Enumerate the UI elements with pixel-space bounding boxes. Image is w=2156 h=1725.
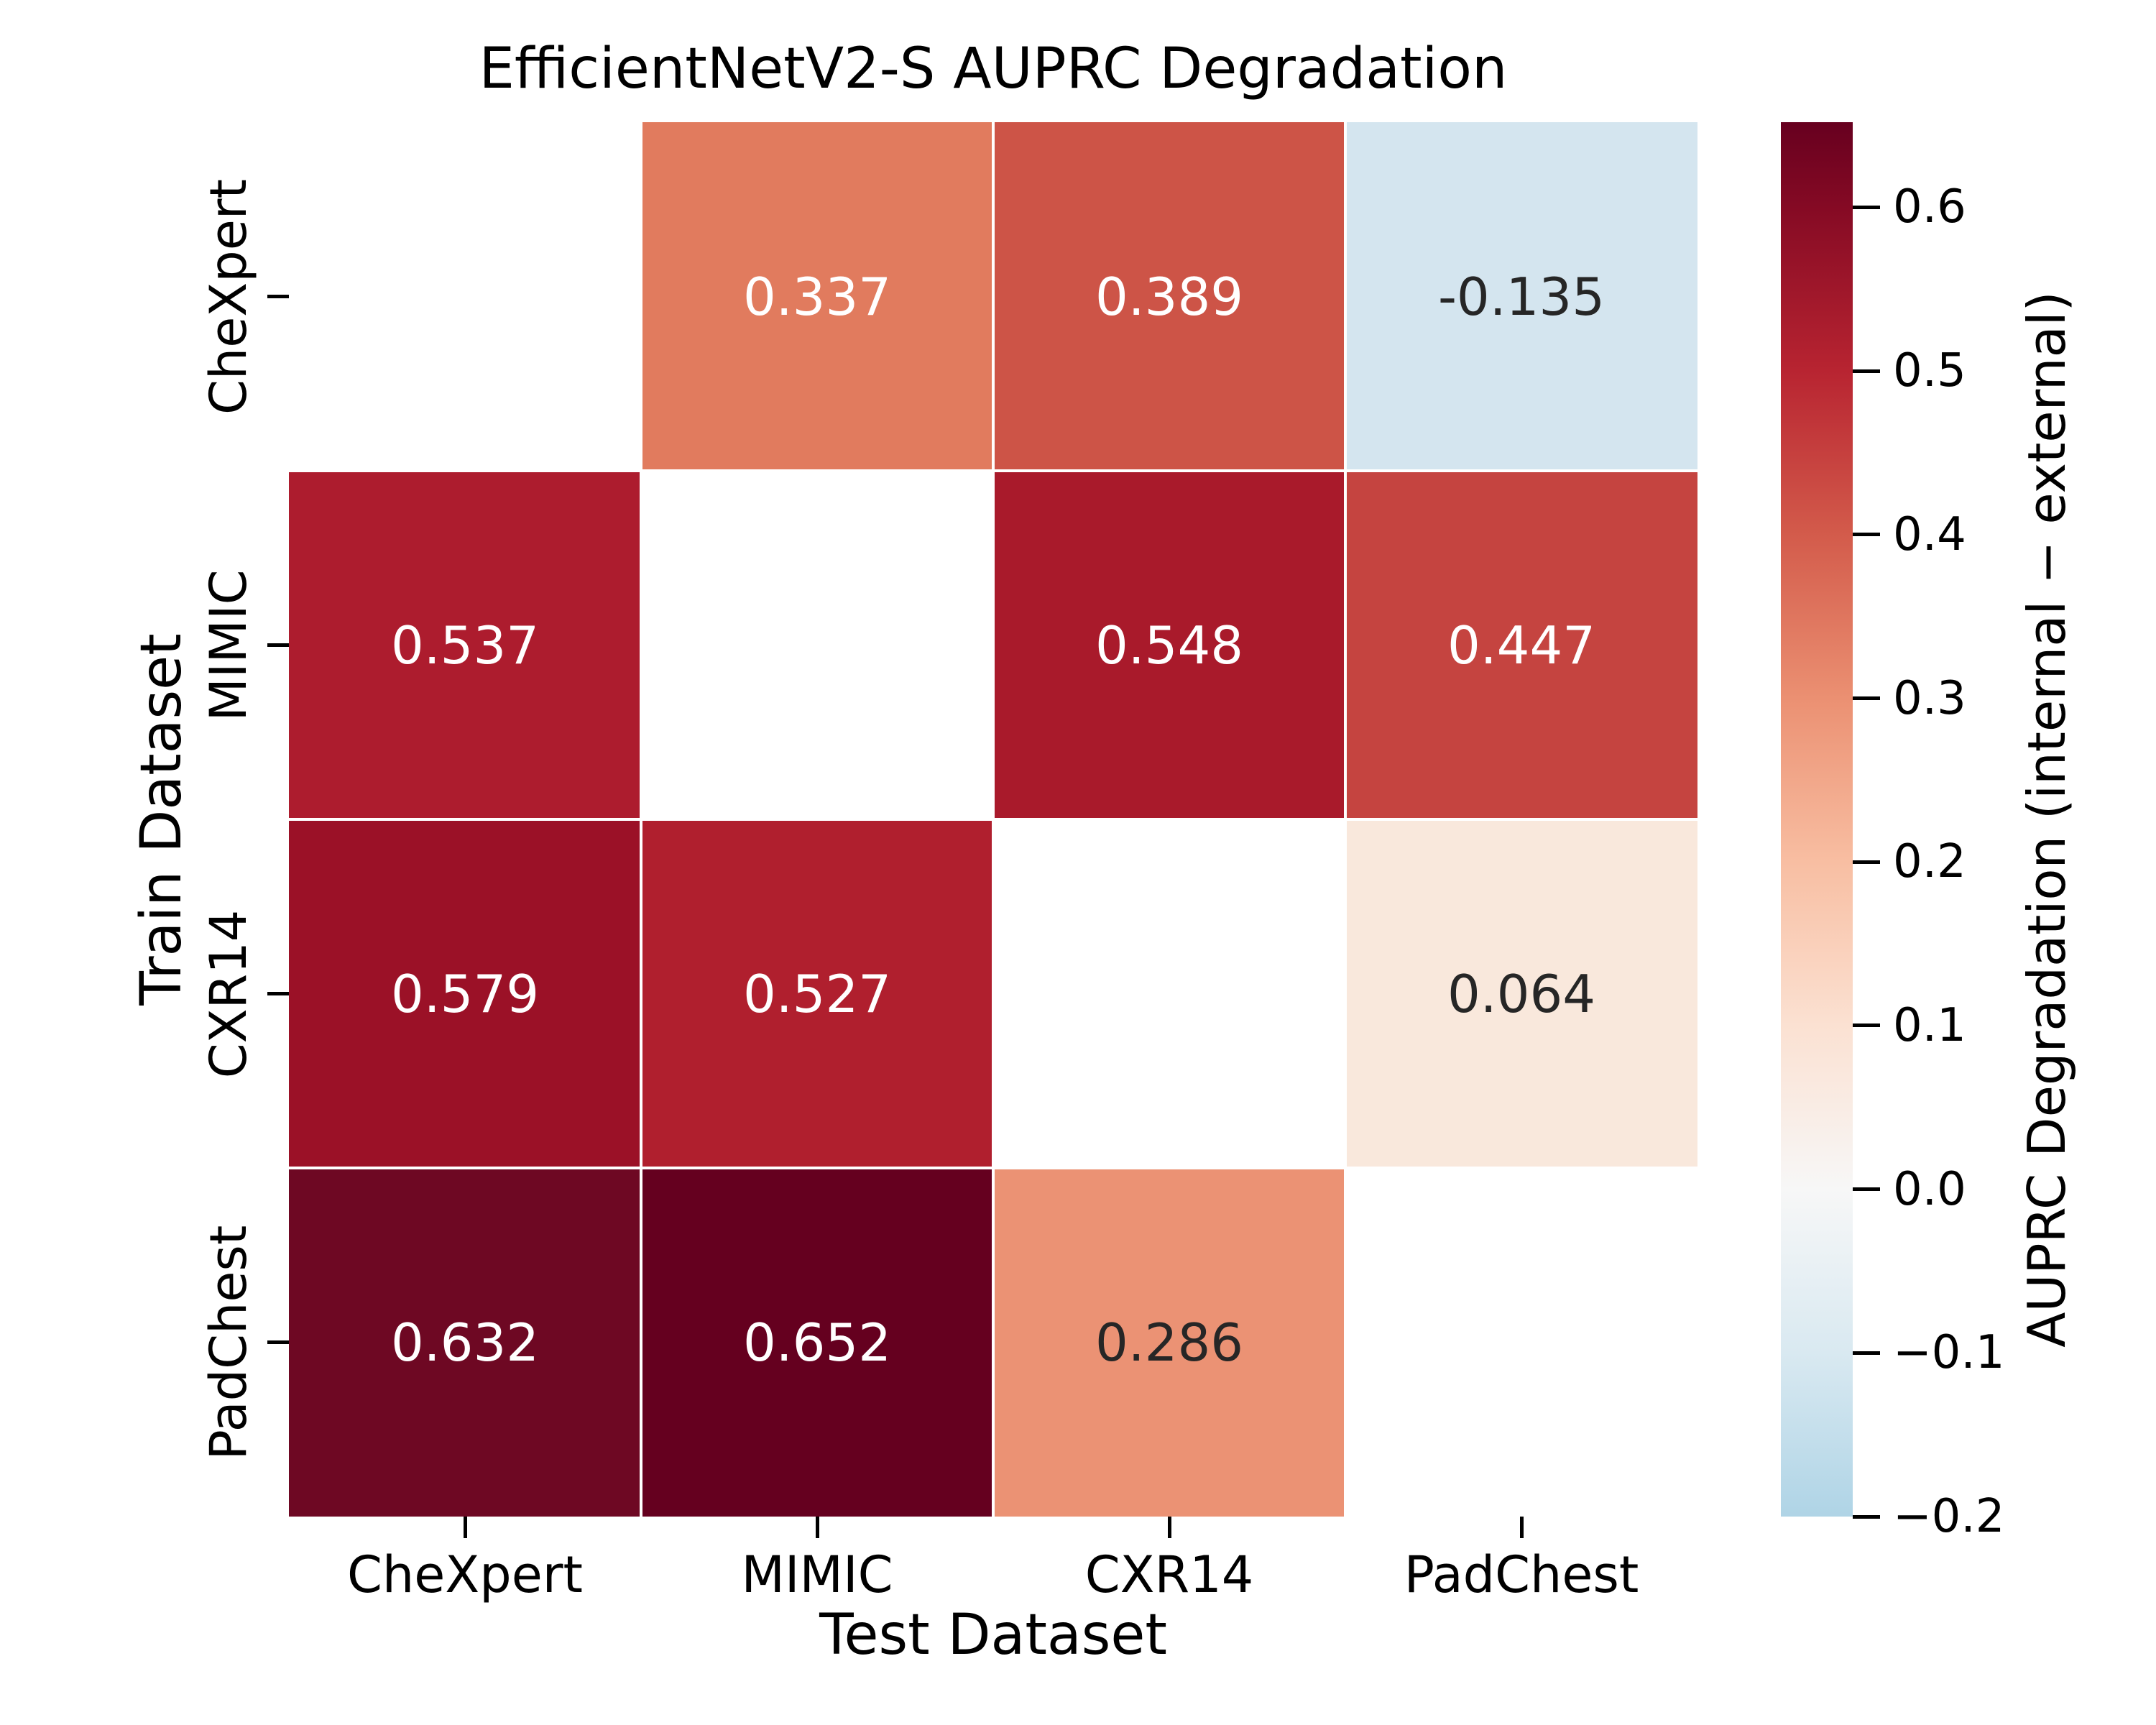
heatmap-cell-CheXpert-CXR14: 0.389: [993, 122, 1345, 471]
cell-value: 0.389: [1095, 266, 1244, 327]
x-tick-mark: [815, 1517, 819, 1538]
colorbar-tick-label: 0.5: [1893, 344, 1966, 398]
cell-value: 0.632: [390, 1312, 540, 1373]
cell-value: 0.652: [742, 1312, 892, 1373]
colorbar-tick-mark: [1853, 1187, 1880, 1192]
heatmap-cell-PadChest-CXR14: 0.286: [993, 1168, 1345, 1517]
y-tick-label: MIMIC: [199, 569, 258, 721]
heatmap-cell-CXR14-MIMIC: 0.527: [641, 819, 993, 1168]
colorbar-tick-label: 0.0: [1893, 1162, 1966, 1216]
heatmap-cell-PadChest-CheXpert: 0.632: [289, 1168, 641, 1517]
heatmap-cell-MIMIC-PadChest: 0.447: [1345, 471, 1697, 819]
colorbar-tick-mark: [1853, 1351, 1880, 1355]
heatmap-cell-CXR14-PadChest: 0.064: [1345, 819, 1697, 1168]
colorbar-tick-label: 0.1: [1893, 998, 1966, 1052]
x-axis-title: Test Dataset: [819, 1603, 1167, 1668]
grid-line-horizontal: [289, 1167, 1697, 1169]
cell-value: 0.064: [1447, 963, 1596, 1024]
cell-value: 0.537: [390, 615, 540, 676]
colorbar-tick-mark: [1853, 860, 1880, 864]
cell-value: -0.135: [1437, 266, 1606, 327]
y-tick-mark: [267, 1340, 289, 1344]
x-tick-label: MIMIC: [741, 1545, 893, 1604]
grid-line-vertical: [1344, 122, 1347, 1517]
y-tick-mark: [267, 992, 289, 995]
x-tick-mark: [463, 1517, 467, 1538]
cell-value: 0.579: [390, 963, 540, 1024]
heatmap-cell-CXR14-CheXpert: 0.579: [289, 819, 641, 1168]
colorbar-tick-label: −0.2: [1893, 1490, 2005, 1543]
x-tick-mark: [1519, 1517, 1524, 1538]
colorbar-tick-label: 0.3: [1893, 671, 1966, 725]
colorbar-tick-label: −0.1: [1893, 1326, 2005, 1380]
colorbar-tick-label: 0.2: [1893, 835, 1966, 889]
y-axis-title: Train Dataset: [129, 633, 194, 1006]
grid-line-horizontal: [289, 818, 1697, 821]
heatmap-cell-MIMIC-CheXpert: 0.537: [289, 471, 641, 819]
x-tick-label: PadChest: [1404, 1545, 1639, 1604]
heatmap-cell-PadChest-MIMIC: 0.652: [641, 1168, 993, 1517]
y-tick-label: CheXpert: [199, 178, 258, 415]
colorbar-tick-mark: [1853, 533, 1880, 537]
colorbar-tick-mark: [1853, 1514, 1880, 1519]
cell-value: 0.286: [1095, 1312, 1244, 1373]
cell-value: 0.447: [1447, 615, 1596, 676]
colorbar-tick-mark: [1853, 205, 1880, 209]
x-tick-label: CXR14: [1084, 1545, 1254, 1604]
heatmap-cell-MIMIC-CXR14: 0.548: [993, 471, 1345, 819]
colorbar-tick-mark: [1853, 696, 1880, 700]
x-tick-mark: [1167, 1517, 1171, 1538]
colorbar-tick-label: 0.4: [1893, 507, 1966, 561]
cell-value: 0.337: [742, 266, 892, 327]
y-tick-label: PadChest: [199, 1225, 258, 1460]
cell-value: 0.548: [1095, 615, 1244, 676]
x-tick-label: CheXpert: [347, 1545, 583, 1604]
colorbar-tick-mark: [1853, 369, 1880, 373]
colorbar-title: AUPRC Degradation (internal − external): [2017, 291, 2077, 1348]
colorbar-tick-label: 0.6: [1893, 180, 1966, 234]
colorbar-gradient: [1781, 122, 1853, 1517]
y-tick-mark: [267, 643, 289, 647]
y-tick-label: CXR14: [199, 909, 258, 1078]
heatmap-cell-CheXpert-PadChest: -0.135: [1345, 122, 1697, 471]
colorbar-tick-mark: [1853, 1024, 1880, 1028]
y-tick-mark: [267, 295, 289, 298]
heatmap: 0.337 0.389 -0.135 0.537 0.548 0.447 0.579 0.52…: [289, 122, 1697, 1517]
heatmap-cell-CheXpert-MIMIC: 0.337: [641, 122, 993, 471]
chart-title: EfficientNetV2-S AUPRC Degradation: [479, 37, 1508, 101]
cell-value: 0.527: [742, 963, 892, 1024]
